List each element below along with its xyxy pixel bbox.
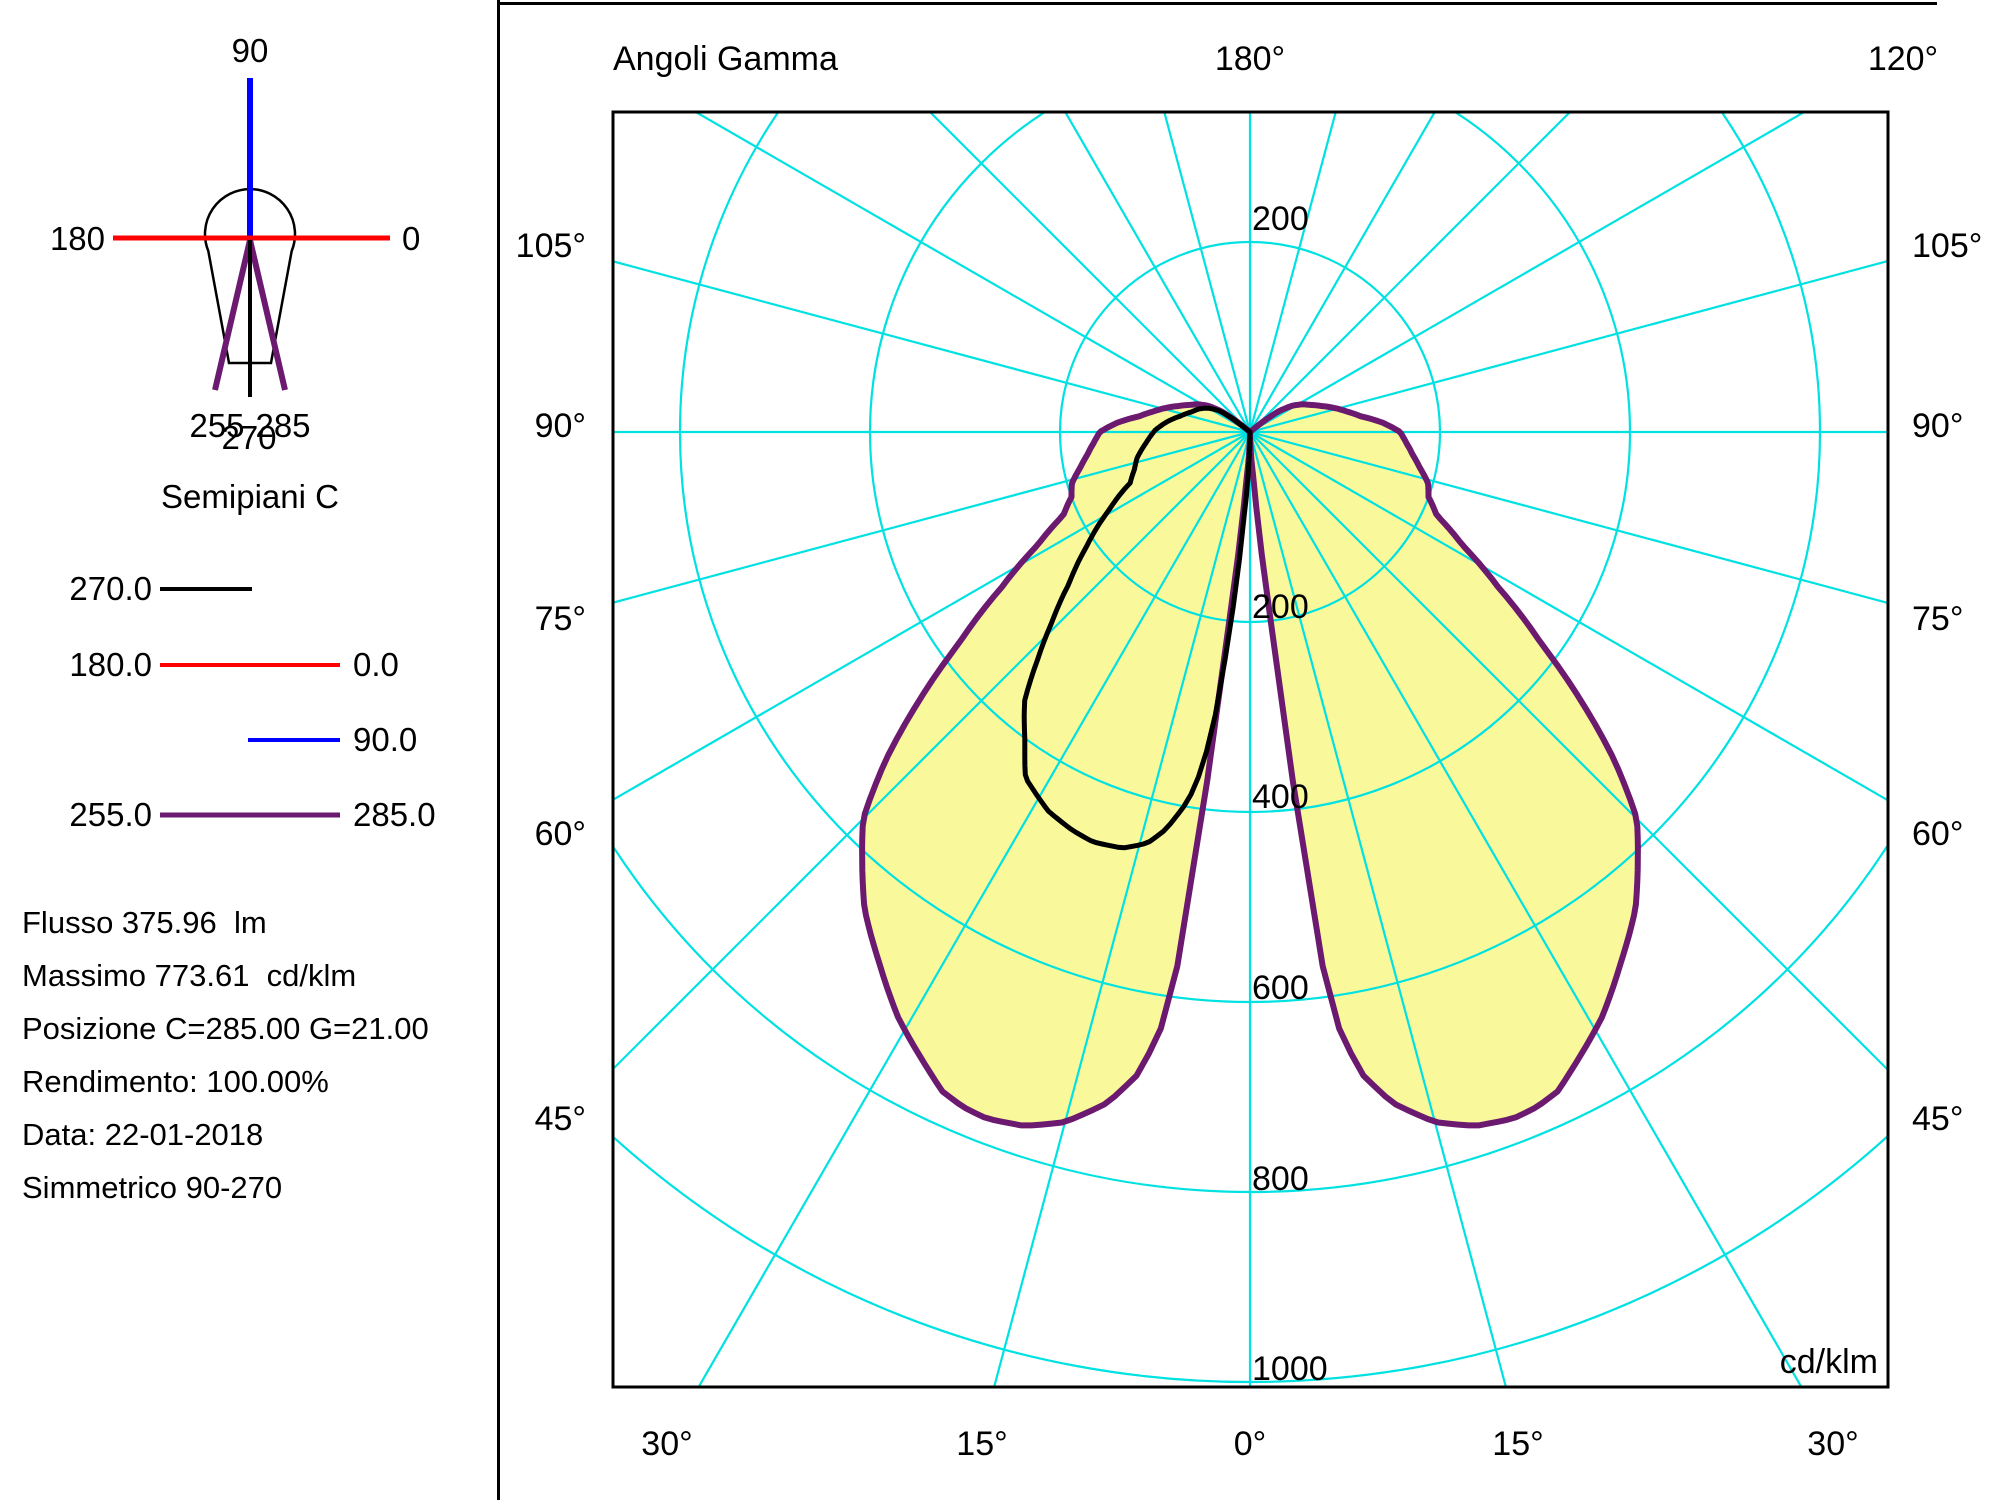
info-line: Posizione C=285.00 G=21.00 (22, 1011, 429, 1046)
radial-tick-label: 200 (1252, 588, 1309, 626)
info-line: Flusso 375.96 lm (22, 905, 267, 940)
grid-ray (1249, 112, 1572, 433)
grid-ray (1249, 430, 1888, 605)
gamma-label-top: 180° (1215, 40, 1285, 78)
radial-tick-label: 800 (1252, 1160, 1309, 1198)
radial-tick-label: 200 (1252, 200, 1309, 238)
info-line: Massimo 773.61 cd/klm (22, 958, 357, 993)
grid-ray (697, 431, 1251, 1387)
info-line: Simmetrico 90-270 (22, 1170, 283, 1205)
info-line: Rendimento: 100.00% (22, 1064, 329, 1099)
legend-label-right: 285.0 (353, 796, 436, 833)
grid-ray (1248, 112, 1337, 433)
sketch-label-90: 90 (232, 32, 269, 69)
legend-label-left: 180.0 (69, 646, 152, 683)
sketch-label-255: 255 (189, 407, 244, 444)
photometry-info-block: Flusso 375.96 lm Massimo 773.61 cd/klm Pos… (22, 896, 429, 1214)
gamma-label-left: 60° (535, 815, 586, 853)
curve-c270 (1021, 405, 1253, 851)
gamma-label-right: 90° (1912, 407, 1963, 445)
gamma-label-left: 90° (535, 407, 586, 445)
gamma-label-left: 75° (535, 600, 586, 638)
gamma-label-bottom: 30° (1807, 1425, 1858, 1463)
grid-ray (1163, 112, 1252, 433)
grid-ray (613, 430, 1251, 604)
radial-tick-label: 1000 (1252, 1350, 1328, 1388)
c255-axis-line (212, 239, 253, 391)
gamma-label-right: 45° (1912, 1100, 1963, 1138)
gamma-label-left: 45° (535, 1100, 586, 1138)
grid-ray (613, 260, 1251, 434)
window-top-border (497, 2, 1937, 5)
grid-ray (613, 431, 1251, 802)
legend-label-left: 270.0 (69, 570, 152, 607)
grid-ray (1249, 431, 1888, 1072)
c285-axis-line (247, 239, 288, 391)
curve-c255 (859, 401, 1253, 1129)
gamma-label-bottom: 15° (1492, 1425, 1543, 1463)
gamma-label-bottom: 15° (956, 1425, 1007, 1463)
grid-ray (1249, 431, 1888, 802)
gamma-label-right: 105° (1912, 227, 1982, 265)
grid-ray (1249, 259, 1888, 434)
chart-title: Angoli Gamma (613, 40, 838, 78)
polar-chart-svg: Angoli Gamma 180° 120° 105° 105° 90° 90° 75° 75°… (516, 40, 1983, 1463)
gamma-label-right: 60° (1912, 815, 1963, 853)
gamma-label-top: 120° (1868, 40, 1938, 78)
grid-ray (1248, 431, 1508, 1387)
semipiani-caption: Semipiani C (161, 478, 339, 515)
info-line: Data: 22-01-2018 (22, 1117, 264, 1152)
grid-ray (613, 431, 1251, 1071)
panel-divider (497, 0, 500, 1500)
gamma-label-right: 75° (1912, 600, 1963, 638)
plot-border (611, 110, 1890, 1389)
sketch-label-180: 180 (50, 220, 105, 257)
radial-tick-label: 600 (1252, 969, 1309, 1007)
legend-label-left: 255.0 (69, 796, 152, 833)
grid-ray (1063, 112, 1251, 433)
curve-c285 (1247, 401, 1641, 1129)
gamma-label-left: 105° (516, 227, 586, 265)
sketch-label-270: 270 (221, 419, 276, 456)
legend-label-right: 0.0 (353, 646, 399, 683)
grid-ray (1249, 112, 1807, 433)
grid-ray (1249, 431, 1803, 1387)
plot-area (613, 112, 1888, 1387)
unit-label: cd/klm (1780, 1343, 1878, 1381)
legend-label-right: 90.0 (353, 721, 417, 758)
c-plane-sketch-and-legend: 90 180 0 255 270 285 Semipiani C 270.0 180.0 0.0 9… (0, 0, 500, 865)
grid-ray (1249, 112, 1437, 433)
radial-tick-label: 400 (1252, 778, 1309, 816)
gamma-label-bottom: 30° (641, 1425, 692, 1463)
sketch-label-285: 285 (255, 407, 310, 444)
grid-ray (928, 112, 1251, 433)
grid-ray (992, 431, 1252, 1387)
gamma-label-bottom: 0° (1234, 1425, 1267, 1463)
polar-chart-panel: Angoli Gamma 180° 120° 105° 105° 90° 90° 75° 75°… (500, 0, 2000, 1500)
intensity-lobes-fill (862, 404, 1638, 1126)
sketch-label-0: 0 (402, 220, 420, 257)
grid-ray (693, 112, 1251, 433)
